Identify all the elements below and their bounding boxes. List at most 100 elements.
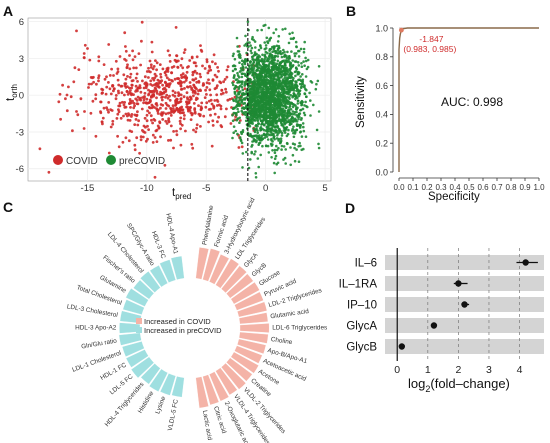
point-precovid — [297, 64, 301, 67]
point-precovid — [296, 61, 300, 64]
point-precovid — [286, 82, 289, 86]
point-covid — [228, 97, 232, 101]
point-precovid — [286, 80, 290, 83]
point-covid — [197, 104, 200, 107]
bar-precovid — [159, 259, 177, 283]
point-precovid — [256, 68, 259, 71]
bar-covid — [238, 331, 269, 344]
point-covid — [180, 57, 184, 61]
point-precovid — [272, 132, 275, 136]
panel-label-c: C — [3, 199, 13, 215]
point-precovid — [283, 89, 286, 92]
point-precovid — [308, 91, 311, 95]
point-precovid — [276, 84, 279, 87]
point-precovid — [261, 104, 265, 107]
point-covid — [194, 77, 198, 80]
point-precovid — [253, 130, 257, 134]
point-precovid — [278, 141, 282, 145]
point-covid — [179, 81, 183, 85]
point-covid — [199, 125, 202, 128]
point-covid — [188, 59, 192, 62]
point-precovid — [290, 117, 294, 120]
point-precovid — [232, 111, 236, 115]
bar-covid — [226, 273, 254, 299]
point-covid — [106, 108, 109, 112]
point-covid — [122, 114, 125, 118]
panel-d-category-labels: IL–6 IL–1RA IP–10 GlycA GlycB — [339, 258, 378, 354]
point-precovid — [261, 86, 264, 90]
bar-precovid — [125, 288, 149, 307]
point-covid — [153, 136, 157, 139]
point-covid — [135, 88, 139, 92]
point-covid — [224, 87, 228, 91]
point-precovid — [253, 53, 256, 57]
point-covid — [83, 43, 87, 47]
point-precovid — [269, 127, 273, 131]
point-covid — [130, 130, 134, 134]
point-covid — [153, 72, 157, 76]
point-precovid — [285, 85, 289, 89]
point-covid — [205, 58, 209, 61]
point-precovid — [238, 121, 241, 124]
point-covid — [154, 129, 158, 133]
point-covid — [202, 114, 206, 118]
point-precovid — [237, 110, 240, 113]
point-precovid — [240, 72, 244, 75]
point-covid — [149, 83, 153, 86]
point-precovid — [276, 52, 280, 55]
metabolite-label: Gln/Glu ratio — [81, 337, 118, 350]
point-covid — [221, 91, 225, 95]
point-covid — [190, 142, 194, 146]
point-precovid — [240, 98, 244, 102]
point-covid — [128, 102, 131, 105]
point-covid — [179, 64, 183, 67]
point-covid — [164, 95, 167, 99]
point-covid — [171, 107, 175, 110]
point-precovid — [294, 74, 297, 78]
x-tick-label: 3 — [486, 364, 492, 376]
point-precovid — [271, 86, 275, 90]
point-precovid — [291, 103, 295, 106]
point-covid — [102, 106, 106, 110]
point-precovid — [287, 128, 290, 132]
point-precovid — [317, 146, 321, 150]
point-precovid — [275, 148, 279, 152]
point-covid — [94, 134, 98, 138]
point-precovid — [262, 66, 266, 69]
point-precovid — [271, 149, 274, 152]
point-precovid — [304, 56, 307, 60]
point-precovid — [250, 145, 253, 148]
point-precovid — [263, 73, 267, 77]
point-precovid — [264, 98, 267, 102]
point-covid — [224, 90, 228, 94]
point-covid — [117, 108, 120, 111]
point-precovid — [264, 50, 268, 54]
point-covid — [102, 63, 106, 66]
point-precovid — [275, 144, 278, 148]
point-covid — [145, 97, 149, 101]
point-covid — [192, 128, 195, 132]
point-precovid — [253, 152, 256, 156]
point-precovid — [287, 68, 291, 71]
point-precovid — [266, 106, 269, 109]
point-covid — [180, 108, 184, 111]
point-precovid — [295, 148, 298, 151]
legend-precovid-label: preCOVID — [119, 156, 165, 167]
point-covid — [190, 55, 194, 59]
point-precovid — [248, 41, 251, 44]
point-precovid — [297, 145, 300, 148]
point-precovid — [282, 158, 285, 161]
point-precovid — [281, 97, 285, 100]
point-covid — [164, 119, 168, 123]
point-precovid — [289, 163, 293, 167]
point-precovid — [254, 46, 257, 49]
point-covid — [145, 119, 149, 123]
point-precovid — [275, 68, 279, 72]
point-covid — [183, 48, 187, 52]
point-precovid — [270, 100, 274, 103]
point-covid — [168, 98, 172, 102]
point-covid — [200, 50, 204, 53]
point-covid — [146, 137, 149, 141]
point-covid — [190, 88, 194, 91]
point-precovid — [231, 114, 234, 117]
